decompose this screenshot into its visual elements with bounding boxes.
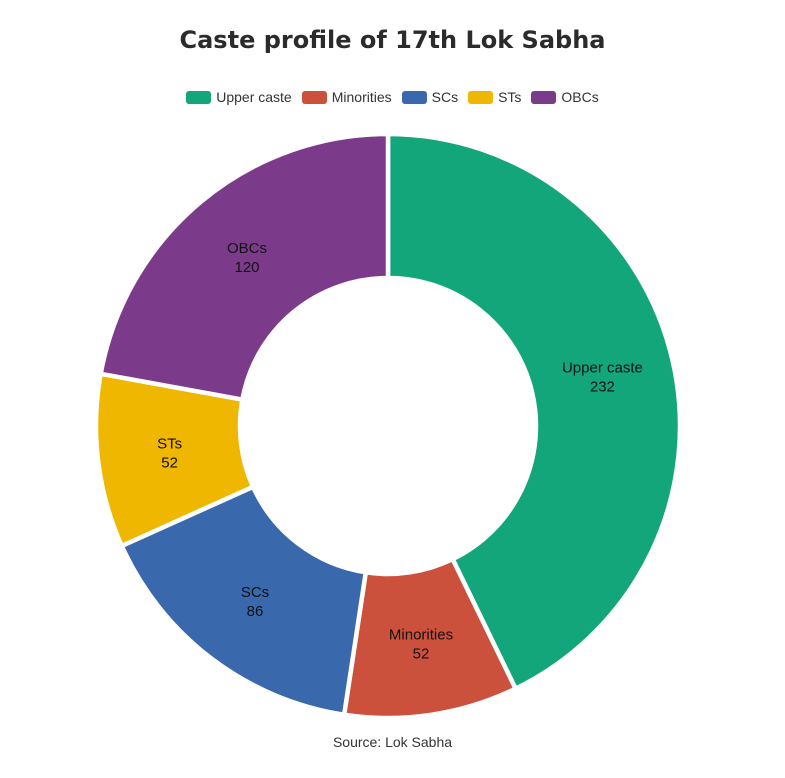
- legend-item-minorities[interactable]: Minorities: [301, 89, 392, 105]
- source-note: Source: Lok Sabha: [332, 734, 453, 750]
- chart-title: Caste profile of 17th Lok Sabha: [179, 26, 606, 54]
- legend-swatch-obcs: [531, 90, 557, 104]
- legend-swatch-sts: [468, 90, 494, 104]
- slice-label-sts: STs: [157, 436, 182, 453]
- legend-label-upper-caste: Upper caste: [216, 89, 292, 105]
- legend: Upper caste Minorities SCs STs OBCs: [0, 89, 785, 105]
- slice-label-minorities: Minorities: [389, 627, 453, 644]
- legend-item-sts[interactable]: STs: [468, 89, 521, 105]
- legend-label-scs: SCs: [431, 89, 459, 105]
- slice-value-sts: 52: [161, 455, 178, 472]
- legend-label-sts: STs: [498, 89, 522, 105]
- slice-label-upper-caste: Upper caste: [562, 360, 643, 377]
- slice-value-minorities: 52: [413, 646, 430, 663]
- legend-label-minorities: Minorities: [331, 89, 392, 105]
- legend-item-scs[interactable]: SCs: [401, 89, 459, 105]
- slice-label-scs: SCs: [241, 584, 269, 601]
- legend-item-obcs[interactable]: OBCs: [531, 89, 599, 105]
- slice-label-obcs: OBCs: [227, 240, 267, 257]
- legend-label-obcs: OBCs: [561, 89, 599, 105]
- slice-obcs[interactable]: [98, 131, 391, 402]
- legend-item-upper-caste[interactable]: Upper caste: [186, 89, 292, 105]
- slice-value-scs: 86: [247, 603, 264, 620]
- slice-value-obcs: 120: [235, 259, 260, 276]
- slice-value-upper-caste: 232: [590, 379, 615, 396]
- legend-swatch-minorities: [301, 90, 327, 104]
- slice-scs[interactable]: [119, 484, 369, 717]
- legend-swatch-scs: [401, 90, 427, 104]
- legend-swatch-upper-caste: [186, 90, 212, 104]
- slice-upper-caste[interactable]: [385, 131, 683, 691]
